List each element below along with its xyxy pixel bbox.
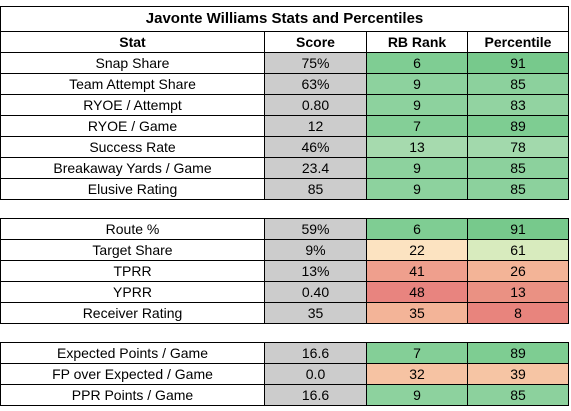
rank-cell: 7 <box>366 115 468 137</box>
rank-cell: 32 <box>366 363 468 385</box>
rank-cell: 9 <box>366 178 468 200</box>
percentile-cell: 89 <box>466 115 570 137</box>
table-title: Javonte Williams Stats and Percentiles <box>0 6 570 32</box>
percentile-cell: 83 <box>466 94 570 116</box>
score-cell: 46% <box>264 136 367 158</box>
rank-cell: 13 <box>366 136 468 158</box>
header-percentile: Percentile <box>466 31 570 53</box>
header-stat: Stat <box>0 31 265 53</box>
score-cell: 0.40 <box>264 281 367 303</box>
table-row: Success Rate 46% 13 78 <box>0 136 570 158</box>
stat-cell: YPRR <box>0 281 265 303</box>
score-cell: 13% <box>264 260 367 282</box>
rank-cell: 9 <box>366 94 468 116</box>
percentile-cell: 89 <box>467 342 569 364</box>
percentile-cell: 91 <box>467 218 569 240</box>
stat-cell: Snap Share <box>0 52 265 74</box>
table-row: Expected Points / Game 16.6 7 89 <box>0 342 569 364</box>
percentile-cell: 85 <box>466 157 570 179</box>
percentile-cell: 91 <box>466 52 570 74</box>
stats-table-rushing: Javonte Williams Stats and Percentiles S… <box>0 6 570 200</box>
score-cell: 0.80 <box>264 94 367 116</box>
rank-cell: 9 <box>366 157 468 179</box>
score-cell: 9% <box>264 239 367 261</box>
table-row: Snap Share 75% 6 91 <box>0 52 570 74</box>
stats-table-fantasy: Expected Points / Game 16.6 7 89 FP over Exp… <box>0 342 569 406</box>
rank-cell: 6 <box>366 218 468 240</box>
percentile-cell: 85 <box>466 73 570 95</box>
score-cell: 23.4 <box>264 157 367 179</box>
stat-cell: Elusive Rating <box>0 178 265 200</box>
table-row: FP over Expected / Game 0.0 32 39 <box>0 363 569 385</box>
table-row: Target Share 9% 22 61 <box>0 239 569 261</box>
score-cell: 0.0 <box>264 363 367 385</box>
score-cell: 35 <box>264 302 367 324</box>
percentile-cell: 85 <box>467 384 569 406</box>
rank-cell: 9 <box>366 73 468 95</box>
stat-cell: Success Rate <box>0 136 265 158</box>
score-cell: 63% <box>264 73 367 95</box>
score-cell: 85 <box>264 178 367 200</box>
rank-cell: 9 <box>366 384 468 406</box>
stat-cell: Team Attempt Share <box>0 73 265 95</box>
rank-cell: 22 <box>366 239 468 261</box>
table-row: Breakaway Yards / Game 23.4 9 85 <box>0 157 570 179</box>
percentile-cell: 39 <box>467 363 569 385</box>
stat-cell: Target Share <box>0 239 265 261</box>
stat-cell: Breakaway Yards / Game <box>0 157 265 179</box>
percentile-cell: 85 <box>466 178 570 200</box>
table-row: TPRR 13% 41 26 <box>0 260 569 282</box>
stat-cell: TPRR <box>0 260 265 282</box>
table-row: PPR Points / Game 16.6 9 85 <box>0 384 569 406</box>
table-row: Elusive Rating 85 9 85 <box>0 178 570 200</box>
score-cell: 12 <box>264 115 367 137</box>
stat-cell: Route % <box>0 218 265 240</box>
score-cell: 16.6 <box>264 342 367 364</box>
score-cell: 59% <box>264 218 367 240</box>
stats-table-receiving: Route % 59% 6 91 Target Share 9% 22 61 TPRR 13% 41… <box>0 218 569 324</box>
percentile-cell: 78 <box>466 136 570 158</box>
stat-cell: FP over Expected / Game <box>0 363 265 385</box>
header-row: Stat Score RB Rank Percentile <box>0 31 570 53</box>
stat-cell: PPR Points / Game <box>0 384 265 406</box>
rank-cell: 7 <box>366 342 468 364</box>
rank-cell: 35 <box>366 302 468 324</box>
rank-cell: 41 <box>366 260 468 282</box>
stat-cell: RYOE / Game <box>0 115 265 137</box>
rank-cell: 48 <box>366 281 468 303</box>
score-cell: 75% <box>264 52 367 74</box>
table-row: RYOE / Attempt 0.80 9 83 <box>0 94 570 116</box>
stat-cell: Expected Points / Game <box>0 342 265 364</box>
header-score: Score <box>264 31 367 53</box>
stat-cell: Receiver Rating <box>0 302 265 324</box>
percentile-cell: 26 <box>467 260 569 282</box>
table-row: Team Attempt Share 63% 9 85 <box>0 73 570 95</box>
percentile-cell: 8 <box>467 302 569 324</box>
percentile-cell: 61 <box>467 239 569 261</box>
table-row: Route % 59% 6 91 <box>0 218 569 240</box>
table-row: Receiver Rating 35 35 8 <box>0 302 569 324</box>
percentile-cell: 13 <box>467 281 569 303</box>
table-row: RYOE / Game 12 7 89 <box>0 115 570 137</box>
score-cell: 16.6 <box>264 384 367 406</box>
header-rank: RB Rank <box>366 31 468 53</box>
table-row: YPRR 0.40 48 13 <box>0 281 569 303</box>
stat-cell: RYOE / Attempt <box>0 94 265 116</box>
rank-cell: 6 <box>366 52 468 74</box>
